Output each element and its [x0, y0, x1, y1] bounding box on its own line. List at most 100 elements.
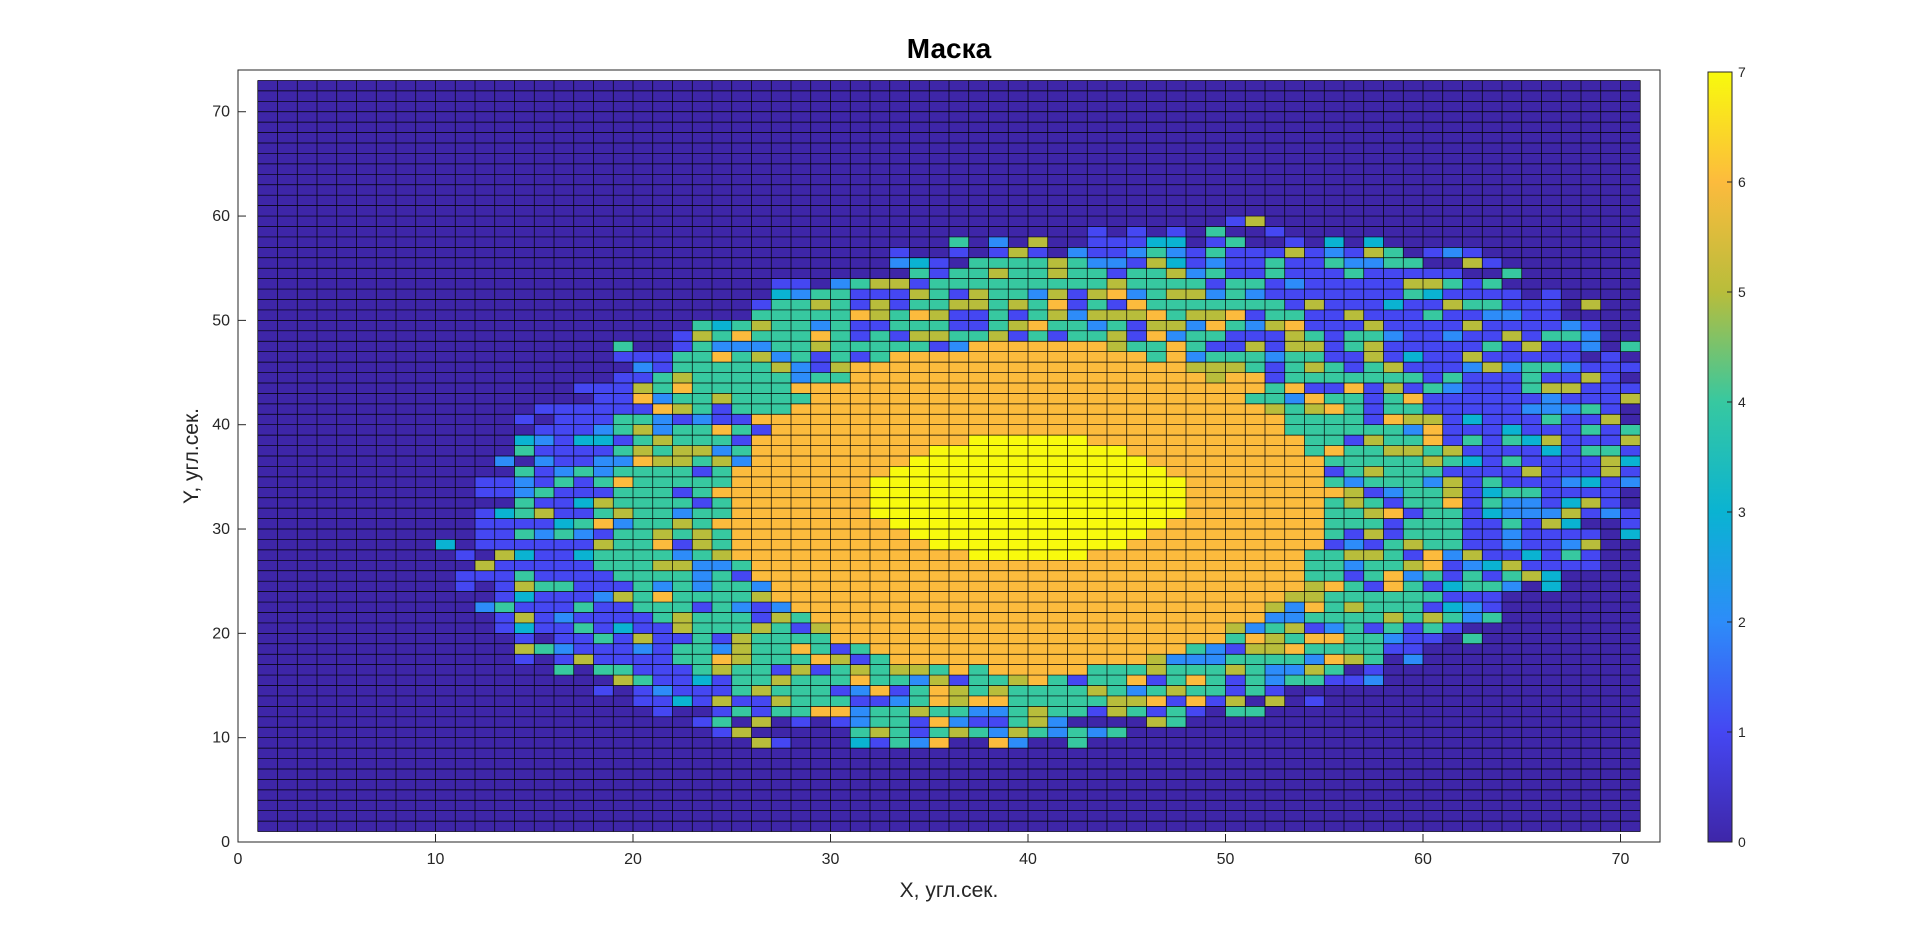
heatmap-cell — [1522, 487, 1542, 497]
heatmap-cell — [1285, 581, 1305, 591]
heatmap-cell — [732, 352, 752, 362]
heatmap-cell — [1561, 498, 1581, 508]
heatmap-cell — [1463, 581, 1483, 591]
heatmap-cell — [653, 644, 673, 654]
heatmap-cell — [1502, 300, 1522, 310]
heatmap-cell — [574, 498, 594, 508]
heatmap-cell — [989, 539, 1009, 549]
heatmap-cell — [1522, 300, 1542, 310]
heatmap-cell — [1364, 519, 1384, 529]
heatmap-cell — [1048, 393, 1068, 403]
heatmap-cell — [495, 519, 515, 529]
heatmap-cell — [929, 393, 949, 403]
heatmap-cell — [653, 560, 673, 570]
heatmap-cell — [910, 633, 930, 643]
heatmap-cell — [1384, 623, 1404, 633]
heatmap-cell — [949, 675, 969, 685]
heatmap-cell — [1068, 654, 1088, 664]
heatmap-cell — [1305, 258, 1325, 268]
heatmap-cell — [890, 446, 910, 456]
heatmap-cell — [1186, 633, 1206, 643]
heatmap-cell — [1226, 581, 1246, 591]
heatmap-cell — [989, 300, 1009, 310]
heatmap-cell — [1621, 425, 1641, 435]
heatmap-cell — [1028, 300, 1048, 310]
heatmap-cell — [890, 362, 910, 372]
heatmap-cell — [1028, 686, 1048, 696]
heatmap-cell — [1542, 487, 1562, 497]
heatmap-cell — [1245, 414, 1265, 424]
heatmap-cell — [831, 675, 851, 685]
heatmap-cell — [1463, 289, 1483, 299]
heatmap-cell — [1463, 612, 1483, 622]
heatmap-cell — [1068, 727, 1088, 737]
heatmap-cell — [910, 571, 930, 581]
heatmap-cell — [1344, 654, 1364, 664]
heatmap-cell — [515, 612, 535, 622]
heatmap-cell — [1147, 675, 1167, 685]
heatmap-cell — [692, 498, 712, 508]
heatmap-cell — [771, 675, 791, 685]
heatmap-cell — [554, 508, 574, 518]
x-tick-label: 20 — [624, 851, 642, 868]
heatmap-cell — [1542, 425, 1562, 435]
heatmap-cell — [1463, 320, 1483, 330]
heatmap-cell — [1147, 404, 1167, 414]
heatmap-cell — [850, 466, 870, 476]
heatmap-cell — [1364, 466, 1384, 476]
heatmap-cell — [1482, 300, 1502, 310]
heatmap-cell — [1384, 602, 1404, 612]
heatmap-cell — [633, 456, 653, 466]
heatmap-cell — [771, 539, 791, 549]
heatmap-cell — [1601, 404, 1621, 414]
heatmap-cell — [436, 539, 456, 549]
heatmap-cell — [1324, 675, 1344, 685]
heatmap-cell — [1226, 623, 1246, 633]
heatmap-cell — [910, 414, 930, 424]
heatmap-cell — [554, 477, 574, 487]
heatmap-cell — [969, 425, 989, 435]
heatmap-cell — [1344, 581, 1364, 591]
heatmap-cell — [910, 279, 930, 289]
heatmap-cell — [969, 529, 989, 539]
heatmap-cell — [1087, 226, 1107, 236]
heatmap-cell — [1265, 383, 1285, 393]
heatmap-cell — [732, 446, 752, 456]
heatmap-cell — [1048, 508, 1068, 518]
heatmap-cell — [949, 446, 969, 456]
heatmap-cell — [1245, 571, 1265, 581]
heatmap-cell — [1245, 362, 1265, 372]
heatmap-cell — [1561, 320, 1581, 330]
heatmap-cell — [594, 508, 614, 518]
heatmap-cell — [1265, 508, 1285, 518]
heatmap-cell — [1048, 404, 1068, 414]
heatmap-cell — [811, 289, 831, 299]
heatmap-cell — [1127, 602, 1147, 612]
heatmap-cell — [1008, 258, 1028, 268]
heatmap-cell — [910, 300, 930, 310]
heatmap-cell — [1423, 623, 1443, 633]
heatmap-cell — [1285, 268, 1305, 278]
heatmap-cell — [455, 571, 475, 581]
heatmap-cell — [1008, 352, 1028, 362]
heatmap-cell — [653, 456, 673, 466]
heatmap-cell — [1206, 414, 1226, 424]
heatmap-cell — [1068, 602, 1088, 612]
heatmap-cell — [771, 446, 791, 456]
y-tick-label: 50 — [212, 312, 230, 329]
heatmap-cell — [495, 529, 515, 539]
heatmap-cell — [890, 300, 910, 310]
heatmap-cell — [1127, 373, 1147, 383]
heatmap-cell — [1087, 320, 1107, 330]
heatmap-cell — [1087, 404, 1107, 414]
heatmap-cell — [692, 456, 712, 466]
heatmap-cell — [1206, 362, 1226, 372]
heatmap-cell — [1522, 320, 1542, 330]
heatmap-cell — [811, 373, 831, 383]
heatmap-cell — [1068, 320, 1088, 330]
heatmap-cell — [1305, 393, 1325, 403]
heatmap-cell — [1245, 539, 1265, 549]
y-tick-label: 0 — [221, 834, 230, 851]
heatmap-cell — [910, 727, 930, 737]
heatmap-cell — [890, 289, 910, 299]
